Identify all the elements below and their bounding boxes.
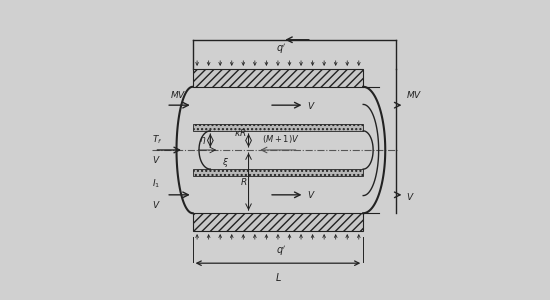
Text: $L$: $L$: [274, 271, 282, 283]
Text: $V$: $V$: [307, 100, 316, 111]
Text: $MV$: $MV$: [170, 89, 187, 100]
Text: $V$: $V$: [151, 199, 160, 210]
Text: $I_1$: $I_1$: [151, 178, 159, 190]
Text: $\eta$: $\eta$: [199, 135, 206, 146]
Bar: [192, 169, 363, 176]
Text: $q'$: $q'$: [276, 42, 286, 56]
Text: $V$: $V$: [406, 191, 415, 202]
Text: $T_f$: $T_f$: [151, 133, 162, 145]
Text: $\kappa R$: $\kappa R$: [234, 127, 247, 137]
Bar: [192, 124, 363, 131]
Text: $q'$: $q'$: [276, 244, 286, 258]
Text: $\xi$: $\xi$: [222, 156, 229, 169]
Text: $V$: $V$: [151, 154, 160, 165]
Bar: [192, 69, 363, 87]
Text: $MV$: $MV$: [406, 89, 422, 100]
Text: $(M+1)V$: $(M+1)V$: [262, 133, 299, 145]
Bar: [192, 213, 363, 231]
Text: $R$: $R$: [240, 176, 247, 187]
Text: $V$: $V$: [307, 189, 316, 200]
